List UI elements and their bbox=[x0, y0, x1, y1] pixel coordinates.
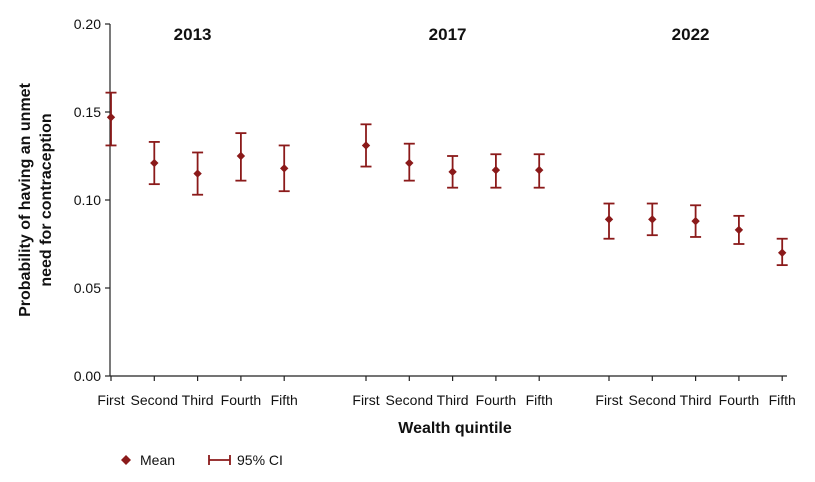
legend: Mean 95% CI bbox=[121, 452, 283, 468]
error-bar-2013-fifth bbox=[278, 144, 290, 193]
error-bar-2013-third bbox=[192, 151, 204, 196]
plot-area: 2013 2017 2022 bbox=[105, 25, 788, 267]
x-axis-title: Wealth quintile bbox=[398, 420, 512, 437]
x-tick-label: Fifth bbox=[271, 392, 298, 408]
legend-mean-marker bbox=[121, 455, 131, 465]
mean-marker bbox=[361, 141, 371, 150]
y-tick-label: 0.20 bbox=[74, 16, 101, 32]
mean-marker bbox=[535, 165, 544, 175]
x-tick-label: Second bbox=[131, 392, 178, 408]
legend-ci-label: 95% CI bbox=[237, 452, 283, 468]
mean-marker bbox=[448, 167, 457, 177]
mean-marker bbox=[405, 158, 414, 168]
x-tick-label: First bbox=[97, 392, 124, 408]
x-axis: First Second Third Fourth Fifth First Second Th… bbox=[97, 375, 796, 408]
group-label-2013: 2013 bbox=[174, 25, 212, 44]
y-tick-label: 0.05 bbox=[74, 280, 101, 296]
y-axis: 0.00 0.05 0.10 0.15 0.20 Probability of havin… bbox=[17, 16, 111, 384]
y-tick-label: 0.15 bbox=[74, 104, 101, 120]
y-axis-title: Probability of having an unmet need for c… bbox=[17, 82, 55, 316]
error-bar-2022-third bbox=[690, 204, 702, 238]
error-bar-2022-first bbox=[603, 202, 615, 240]
error-bar-2022-fourth bbox=[733, 214, 745, 245]
x-tick-label: Fourth bbox=[719, 392, 759, 408]
error-bar-2013-fourth bbox=[235, 132, 247, 182]
x-tick-label: Second bbox=[629, 392, 676, 408]
error-bar-2022-fifth bbox=[776, 237, 788, 267]
mean-marker bbox=[691, 216, 700, 226]
mean-marker bbox=[280, 164, 289, 173]
group-label-2022: 2022 bbox=[672, 25, 710, 44]
x-tick-label: Fourth bbox=[476, 392, 516, 408]
mean-marker bbox=[150, 158, 159, 168]
x-tick-label: Third bbox=[680, 392, 712, 408]
x-tick-label: Fifth bbox=[769, 392, 796, 408]
x-tick-label: Third bbox=[182, 392, 214, 408]
x-tick-label: First bbox=[352, 392, 379, 408]
error-bar-2017-fourth bbox=[490, 153, 502, 189]
error-bar-2017-second bbox=[403, 142, 415, 182]
x-tick-label: First bbox=[595, 392, 622, 408]
mean-marker bbox=[734, 225, 744, 235]
x-tick-label: Second bbox=[386, 392, 433, 408]
error-bar-2022-second bbox=[646, 202, 658, 237]
mean-marker bbox=[193, 169, 202, 178]
error-bar-2017-third bbox=[447, 155, 459, 189]
mean-marker bbox=[106, 113, 116, 122]
error-bar-2017-first bbox=[360, 123, 372, 168]
y-tick-label: 0.00 bbox=[74, 368, 101, 384]
error-bar-2013-second bbox=[148, 141, 160, 186]
error-bar-2017-fifth bbox=[533, 153, 545, 189]
mean-marker bbox=[236, 151, 246, 161]
x-tick-label: Third bbox=[437, 392, 469, 408]
group-label-2017: 2017 bbox=[429, 25, 467, 44]
mean-marker bbox=[648, 215, 657, 224]
x-tick-label: Fifth bbox=[526, 392, 553, 408]
error-bar-2013-first bbox=[105, 91, 117, 147]
mean-marker bbox=[491, 165, 501, 175]
mean-marker bbox=[604, 215, 614, 224]
x-tick-label: Fourth bbox=[221, 392, 261, 408]
legend-mean-label: Mean bbox=[140, 452, 175, 468]
y-tick-label: 0.10 bbox=[74, 192, 101, 208]
mean-marker bbox=[778, 248, 787, 257]
